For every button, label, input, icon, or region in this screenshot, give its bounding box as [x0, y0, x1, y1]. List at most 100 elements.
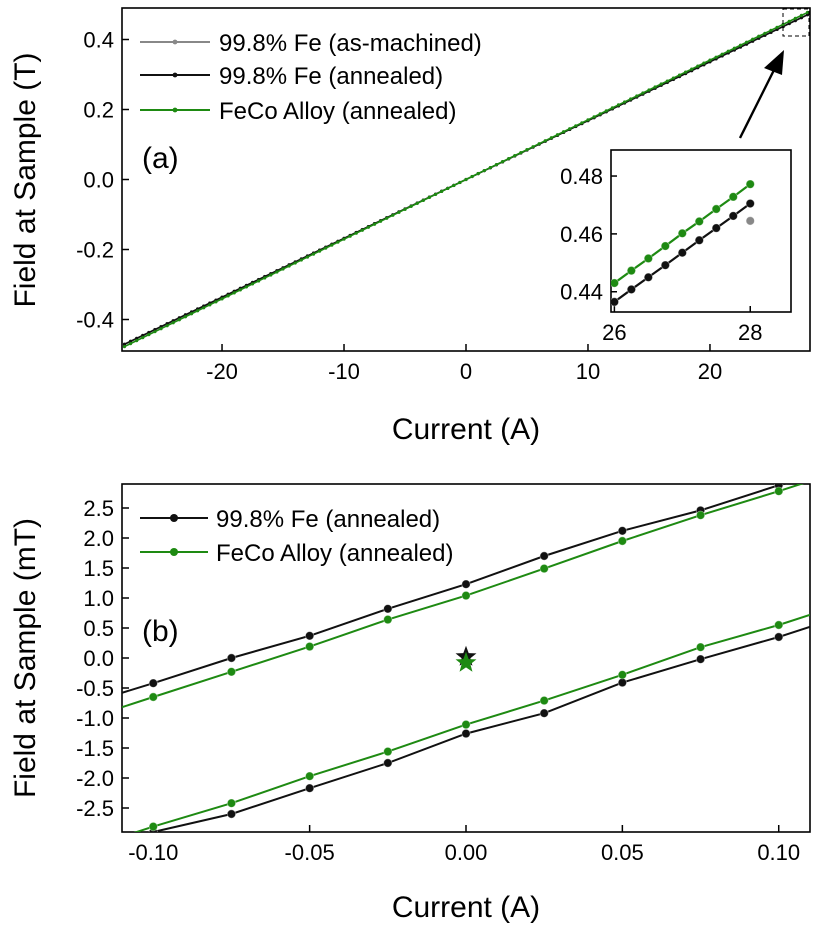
data-point	[470, 174, 474, 179]
data-point	[660, 260, 670, 270]
data-point	[616, 103, 621, 107]
data-point	[805, 10, 810, 15]
data-point	[171, 321, 175, 325]
data-point	[165, 324, 169, 328]
legend-item-feco: FeCo Alloy (annealed)	[140, 98, 456, 125]
data-point	[728, 211, 738, 221]
panel-b-x-axis-title: Current (A)	[392, 891, 540, 924]
panel-a-y-tick-label: -0.2	[76, 237, 114, 262]
legend-item-b-feco: FeCo Alloy (annealed)	[140, 540, 453, 567]
data-point	[714, 55, 718, 59]
data-point	[148, 678, 158, 688]
data-point	[592, 115, 596, 119]
data-point	[617, 670, 627, 680]
data-point	[461, 719, 471, 730]
data-point	[677, 73, 682, 77]
data-point	[135, 339, 139, 343]
data-point	[507, 157, 511, 161]
data-point	[726, 49, 730, 53]
panel-a-y-tick-label: 0.0	[83, 167, 114, 192]
panel-b-x-tick-label: -0.10	[128, 840, 178, 865]
panel-a-x-axis-title: Current (A)	[392, 413, 540, 446]
data-point	[610, 106, 614, 110]
series-feco-alloy-annealed-upper	[122, 484, 805, 709]
panel-a-x-tick-label: -10	[328, 359, 360, 384]
data-point	[774, 632, 784, 642]
inset-x-axis: 26 28	[602, 306, 762, 345]
panel-b-x-tick-label: 0.00	[445, 840, 488, 865]
data-point	[774, 620, 784, 630]
panel-b-y-tick-label: 1.0	[83, 586, 114, 611]
data-point	[482, 168, 486, 173]
panel-a-label: (a)	[142, 142, 179, 175]
data-point	[626, 284, 636, 295]
data-point	[494, 162, 499, 167]
panel-b-y-tick-label: -2.0	[76, 766, 114, 791]
data-point	[738, 43, 743, 47]
data-point	[745, 198, 755, 209]
data-point	[147, 333, 151, 337]
data-point	[665, 79, 669, 83]
data-point	[695, 654, 706, 664]
series-99-8-fe-annealed-lower	[148, 625, 810, 832]
data-point	[379, 219, 383, 223]
data-point	[440, 189, 444, 194]
data-point	[183, 315, 188, 319]
data-point	[458, 180, 462, 185]
data-point	[177, 318, 181, 322]
inset-series-feco-alloy-annealed	[611, 179, 755, 288]
data-point	[781, 22, 785, 26]
panel-b-y-tick-label: -2.5	[76, 796, 114, 821]
data-point	[690, 67, 694, 71]
data-point	[641, 91, 645, 95]
data-point	[525, 148, 529, 152]
data-point	[446, 186, 450, 191]
data-point	[513, 154, 517, 158]
data-point	[586, 118, 590, 122]
data-point	[275, 270, 279, 274]
data-point	[153, 330, 157, 334]
data-point	[244, 285, 249, 289]
panel-b-series	[122, 484, 810, 832]
legend-marker-b-annealed-fe	[170, 514, 178, 522]
data-point	[330, 243, 334, 247]
data-point	[543, 139, 547, 143]
panel-b-y-tick-label: 0.0	[83, 646, 114, 671]
data-point	[299, 258, 303, 262]
data-point	[427, 195, 431, 199]
data-point	[539, 708, 549, 718]
data-point	[366, 225, 371, 229]
data-point	[220, 297, 224, 301]
data-point	[409, 204, 413, 208]
data-point	[281, 267, 285, 271]
data-point	[128, 339, 133, 343]
data-point	[391, 213, 395, 217]
data-point	[653, 85, 657, 89]
legend-label-as-machined: 99.8% Fe (as-machined)	[219, 30, 482, 57]
data-point	[745, 216, 755, 226]
data-point	[305, 641, 315, 652]
data-point	[128, 342, 133, 346]
legend-marker-annealed-fe	[172, 72, 178, 78]
data-point	[574, 124, 578, 128]
panel-b-y-axis: -2.5 -2.0 -1.5 -1.0 -0.5 0.0 0.5 1.0 1.5 2.0 2.5	[76, 496, 129, 821]
panel-a-legend: 99.8% Fe (as-machined) 99.8% Fe (anneale…	[140, 30, 482, 125]
data-point	[159, 327, 163, 331]
data-point	[643, 253, 653, 264]
inset-series-99-8-fe-as-machined	[745, 216, 755, 226]
inset-plot: 26 28 0.44 0.46 0.48	[560, 149, 792, 345]
legend-marker-as-machined	[172, 39, 178, 45]
inset-y-axis: 0.44 0.46 0.48	[560, 164, 617, 305]
data-point	[421, 198, 425, 202]
panel-a-series	[122, 10, 810, 349]
legend-marker-feco	[172, 107, 178, 113]
data-point	[694, 216, 704, 227]
data-point	[397, 210, 401, 214]
data-point	[677, 228, 687, 238]
data-point	[250, 282, 255, 286]
data-point	[711, 223, 721, 233]
data-point	[342, 237, 346, 241]
data-point	[232, 291, 236, 295]
legend-item-as-machined: 99.8% Fe (as-machined)	[140, 30, 482, 57]
